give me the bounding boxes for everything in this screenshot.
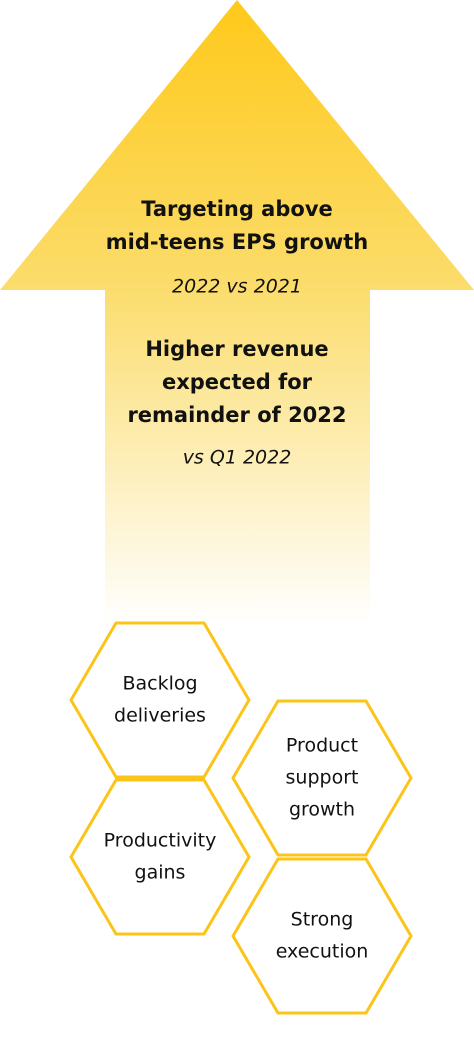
hexagon-label: support — [286, 767, 359, 789]
headline: mid-teens EPS growth — [106, 230, 369, 254]
secondary: remainder of 2022 — [127, 403, 346, 427]
hexagon — [69, 621, 251, 779]
secondary: expected for — [162, 370, 313, 394]
hexagon-label: Product — [286, 735, 358, 757]
hexagon-label: Productivity — [104, 830, 217, 852]
hexagon — [69, 778, 251, 936]
hexagon-label: deliveries — [114, 705, 206, 727]
hexagon-label: execution — [276, 941, 369, 963]
hexagon-label: gains — [135, 862, 186, 884]
hexagon — [231, 857, 413, 1015]
secondary-sub: vs Q1 2022 — [183, 447, 292, 469]
hexagon-label: Backlog — [122, 673, 197, 695]
hexagon-label: Strong — [291, 909, 354, 931]
hexagon-label: growth — [289, 799, 355, 821]
headline: Targeting above — [141, 197, 333, 221]
headline-sub: 2022 vs 2021 — [172, 276, 302, 298]
up-arrow — [0, 0, 474, 625]
secondary: Higher revenue — [145, 337, 328, 361]
hexagon — [231, 699, 413, 857]
